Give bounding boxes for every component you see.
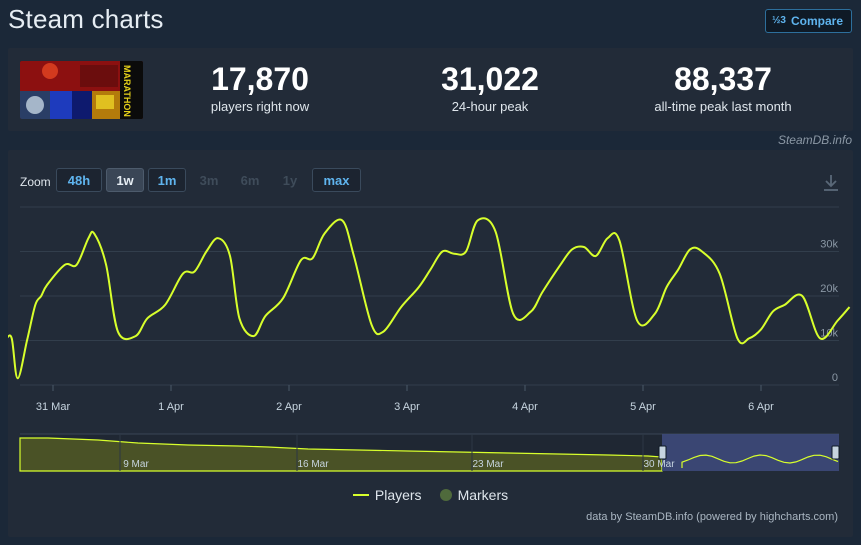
stat-label: all-time peak last month [654,99,792,114]
x-tick-label: 2 Apr [276,401,302,413]
navigator-area [19,437,663,472]
y-tick-label: 30k [820,239,838,251]
stat-value: 31,022 [441,61,539,97]
navigator-tick-label: 30 Mar [643,459,675,470]
download-icon[interactable] [823,174,839,197]
zoom-1w-button[interactable]: 1w [106,168,144,192]
navigator-tick-label: 9 Mar [123,459,149,470]
navigator-selected-line [681,454,839,468]
source-note[interactable]: SteamDB.info [777,133,852,147]
legend-markers[interactable]: Markers [439,487,509,503]
players-series-line [8,217,851,380]
compare-label: Compare [790,14,843,28]
legend-players-label: Players [374,487,422,503]
zoom-max-button[interactable]: max [312,168,361,192]
y-tick-label: 0 [832,372,838,384]
page-title: Steam charts [8,4,164,34]
legend-markers-label: Markers [457,487,509,503]
x-tick-label: 4 Apr [512,401,538,413]
stats-panel: MARATHON 17,870 players right now 31,022… [8,48,853,131]
navigator-tick-label: 23 Mar [472,459,504,470]
zoom-label: Zoom [20,175,51,189]
stat-current-players: 17,870 players right now [175,61,345,114]
credits[interactable]: data by SteamDB.info (powered by highcha… [586,511,838,523]
stat-24h-peak: 31,022 24-hour peak [405,61,575,114]
zoom-1m-button[interactable]: 1m [148,168,186,192]
x-tick-label: 6 Apr [748,401,774,413]
x-tick-label: 5 Apr [630,401,656,413]
zoom-1y-button: 1y [282,172,298,188]
zoom-6m-button: 6m [240,172,260,188]
x-tick-label: 3 Apr [394,401,420,413]
stat-value: 17,870 [211,61,309,97]
stat-value: 88,337 [674,61,772,97]
y-tick-label: 20k [820,283,838,295]
legend-line-swatch [352,494,369,496]
navigator-handle [658,445,667,460]
zoom-3m-button: 3m [199,172,219,188]
game-image[interactable]: MARATHON [20,61,143,119]
navigator-handle [831,445,840,460]
navigator-selection [662,434,839,471]
legend-dot-swatch [439,489,452,501]
stat-label: 24-hour peak [451,99,529,114]
navigator-tick-label: 16 Mar [297,459,329,470]
stat-label: players right now [210,99,310,114]
legend: Players Markers [8,487,853,503]
x-tick-label: 1 Apr [158,401,184,413]
legend-players[interactable]: Players [352,487,422,503]
stat-all-time-peak: 88,337 all-time peak last month [638,61,808,114]
svg-text:MARATHON: MARATHON [122,65,132,117]
compare-icon: ½3 [772,15,786,26]
x-tick-label: 31 Mar [36,401,71,413]
zoom-48h-button[interactable]: 48h [56,168,102,192]
chart-panel: Zoom 48h 1w 1m 3m 6m 1y max 0 10k 20k 30k 31… [8,150,853,537]
compare-button[interactable]: ½3 Compare [765,9,852,33]
